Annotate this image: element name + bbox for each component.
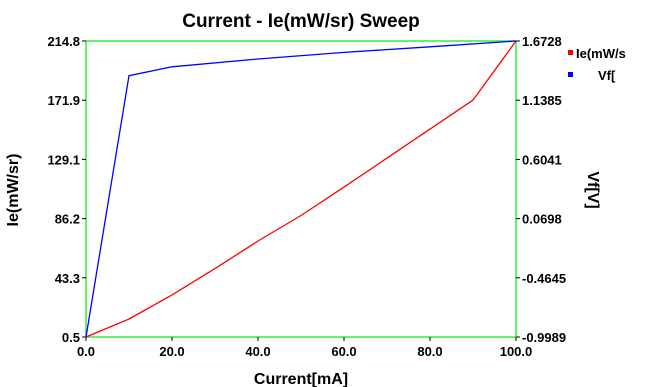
series-line-2	[85, 40, 517, 338]
x-tick-label: 20.0	[159, 344, 184, 359]
y-tick-label-left: 171.9	[47, 93, 80, 108]
x-axis-label: Current[mA]	[254, 371, 348, 387]
y-tick-label-left: 43.3	[55, 271, 80, 286]
x-tick-label: 40.0	[245, 344, 270, 359]
y-tick-label-right: 0.6041	[522, 152, 562, 167]
x-tick-label: 100.0	[500, 344, 533, 359]
y-tick-label-left: 86.2	[55, 212, 80, 227]
y-tick-label-left: 0.5	[62, 330, 80, 345]
x-tick-label: 80.0	[417, 344, 442, 359]
y-axis-label-left: Ie(mW/sr)	[5, 154, 22, 227]
chart-title: Current - Ie(mW/sr) Sweep	[182, 11, 420, 32]
series-lines	[85, 40, 517, 338]
y-tick-label-right: 1.1385	[522, 93, 562, 108]
x-tick-label: 60.0	[331, 344, 356, 359]
x-tick-label: 0.0	[77, 344, 95, 359]
plot-area	[85, 40, 517, 338]
y-tick-label-right: -0.4645	[522, 271, 566, 286]
series-line-1	[85, 40, 517, 338]
legend: Ie(mW/s Vf[	[568, 46, 626, 83]
legend-swatch	[568, 72, 573, 77]
legend-label: Ie(mW/s	[576, 46, 626, 61]
y-tick-label-left: 129.1	[47, 152, 80, 167]
axis-ticks: 0.0 20.0 40.0 60.0 80.0 100.0 0.5 43.3 86.2 129.1…	[47, 34, 566, 359]
y-tick-label-right: -0.9989	[522, 330, 566, 345]
y-axis-label-right: Vf[V]	[584, 171, 601, 208]
legend-swatch	[568, 50, 573, 55]
y-tick-label-left: 214.8	[47, 34, 80, 49]
y-tick-label-right: 1.6728	[522, 34, 562, 49]
legend-label: Vf[	[598, 68, 616, 83]
y-tick-label-right: 0.0698	[522, 212, 562, 227]
